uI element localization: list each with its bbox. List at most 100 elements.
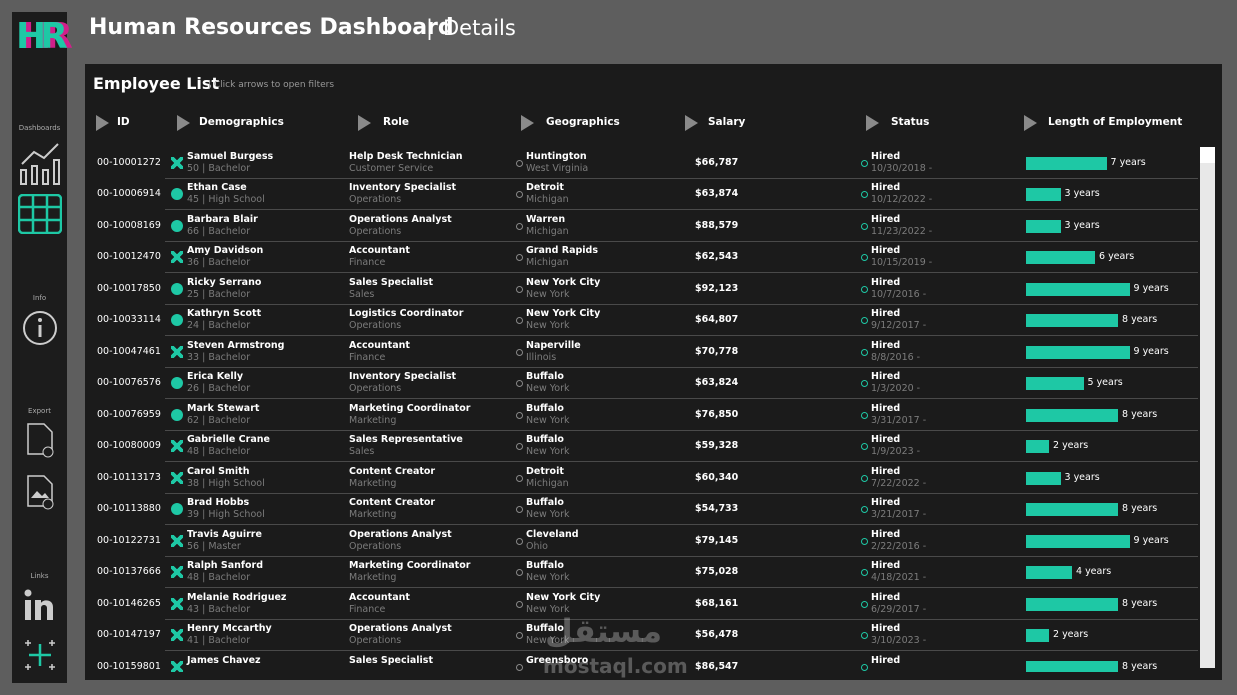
- status-marker: [861, 569, 868, 577]
- employee-demographics: 36 | Bachelor: [187, 257, 251, 269]
- employee-state: New York: [526, 414, 570, 426]
- employee-state: Illinois: [526, 351, 557, 363]
- employee-city: Warren: [526, 213, 566, 225]
- tenure-label: 2 years: [1053, 440, 1089, 452]
- pdf-export-icon[interactable]: [24, 422, 58, 458]
- employee-status: Hired: [871, 182, 901, 194]
- status-marker: [861, 254, 868, 262]
- employee-role: Sales Specialist: [349, 276, 434, 288]
- column-header: Role: [383, 116, 410, 128]
- employee-city: Detroit: [526, 465, 564, 477]
- filter-arrow[interactable]: [96, 115, 109, 131]
- hire-date: 10/15/2019 -: [871, 257, 933, 269]
- filter-arrow[interactable]: [1024, 115, 1037, 131]
- status-marker: [861, 191, 868, 199]
- filter-arrow[interactable]: [177, 115, 190, 131]
- employee-status: Hired: [871, 528, 901, 540]
- employee-role: Sales Specialist: [349, 654, 434, 666]
- employee-status: Hired: [871, 623, 901, 635]
- employee-salary: $63,874: [695, 188, 739, 200]
- logo[interactable]: HR: [16, 16, 68, 57]
- status-marker: [861, 285, 868, 293]
- employee-name: Ralph Sanford: [187, 560, 264, 572]
- employee-status: Hired: [871, 497, 901, 509]
- row-divider: [165, 461, 1198, 462]
- gender-icon: [171, 251, 183, 264]
- employee-demographics: 62 | Bachelor: [187, 414, 251, 426]
- employee-name: Travis Aguirre: [187, 528, 262, 540]
- employee-department: Operations: [349, 320, 402, 332]
- employee-state: New York: [526, 320, 570, 332]
- employee-id: 00-10033114: [97, 314, 161, 326]
- employee-state: Michigan: [526, 225, 569, 237]
- employee-state: New York: [526, 572, 570, 584]
- scrollbar[interactable]: [1200, 147, 1215, 668]
- employee-demographics: 39 | High School: [187, 509, 265, 521]
- status-marker: [861, 474, 868, 482]
- tenure-label: 3 years: [1064, 471, 1100, 483]
- employee-role: Content Creator: [349, 497, 436, 509]
- filter-arrow[interactable]: [358, 115, 371, 131]
- employee-salary: $66,787: [695, 156, 739, 168]
- employee-state: New York: [526, 446, 570, 458]
- image-export-icon[interactable]: [24, 474, 58, 510]
- tenure-bar: [1026, 282, 1130, 296]
- hire-date: 11/23/2022 -: [871, 225, 933, 237]
- location-marker: [516, 600, 523, 608]
- employee-status: Hired: [871, 150, 901, 162]
- filter-arrow[interactable]: [866, 115, 879, 131]
- gender-icon: [171, 503, 183, 516]
- tenure-label: 6 years: [1099, 251, 1135, 263]
- employee-department: Operations: [349, 383, 402, 395]
- status-marker: [861, 411, 868, 419]
- employee-status: Hired: [871, 371, 901, 383]
- filter-arrow[interactable]: [521, 115, 534, 131]
- tenure-bar: [1026, 156, 1107, 170]
- employee-id: 00-10113173: [97, 471, 161, 483]
- employee-status: Hired: [871, 434, 901, 446]
- status-marker: [861, 506, 868, 514]
- tenure-bar: [1026, 251, 1095, 265]
- employee-demographics: 48 | Bachelor: [187, 446, 251, 458]
- status-marker: [861, 443, 868, 451]
- row-divider: [165, 366, 1198, 368]
- employee-state: New York: [526, 383, 570, 395]
- employee-status: Hired: [871, 276, 901, 288]
- employee-salary: $70,778: [695, 345, 739, 357]
- employee-name: Erica Kelly: [187, 371, 244, 383]
- employee-city: Huntington: [526, 150, 587, 162]
- scrollbar-thumb[interactable]: [1200, 147, 1215, 163]
- employee-name: Carol Smith: [187, 465, 250, 477]
- employee-salary: $56,478: [695, 629, 739, 641]
- employee-department: Operations: [349, 540, 402, 552]
- location-marker: [516, 285, 523, 293]
- hire-date: 1/3/2020 -: [871, 383, 921, 395]
- tableau-icon[interactable]: [23, 638, 57, 672]
- dashboard-icon[interactable]: [18, 140, 62, 186]
- employee-id: 00-10076959: [97, 408, 161, 420]
- employee-role: Operations Analyst: [349, 623, 452, 635]
- employee-name: Barbara Blair: [187, 213, 258, 225]
- location-marker: [516, 380, 523, 388]
- employee-city: Naperville: [526, 339, 581, 351]
- employee-name: Gabrielle Crane: [187, 434, 270, 446]
- hire-date: 8/8/2016 -: [871, 351, 921, 363]
- info-icon[interactable]: [22, 310, 58, 346]
- employee-state: West Virginia: [526, 162, 589, 174]
- status-marker: [861, 600, 868, 608]
- table-icon[interactable]: [18, 194, 62, 234]
- hire-date: 3/31/2017 -: [871, 414, 927, 426]
- tenure-bar: [1026, 314, 1118, 328]
- filter-arrow[interactable]: [685, 115, 698, 131]
- employee-department: Operations: [349, 635, 402, 647]
- gender-icon: [171, 314, 183, 327]
- employee-city: Greensboro: [526, 654, 589, 666]
- linkedin-icon[interactable]: [23, 588, 57, 622]
- status-marker: [861, 663, 868, 671]
- employee-id: 00-10137666: [97, 566, 161, 578]
- location-marker: [516, 663, 523, 671]
- tenure-label: 8 years: [1122, 314, 1158, 326]
- row-divider: [165, 272, 1198, 273]
- location-marker: [516, 537, 523, 545]
